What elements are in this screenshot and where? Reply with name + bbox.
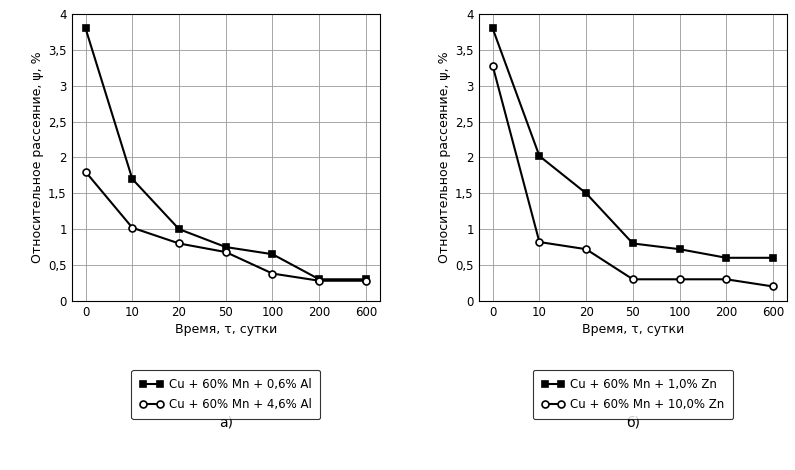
Cu + 60% Mn + 4,6% Al <box>221 249 231 255</box>
Cu + 60% Mn + 4,6% Al <box>361 278 370 283</box>
Cu + 60% Mn + 10,0% Zn <box>675 276 684 282</box>
Cu + 60% Mn + 0,6% Al <box>221 244 231 250</box>
Cu + 60% Mn + 4,6% Al <box>315 278 324 283</box>
Cu + 60% Mn + 10,0% Zn <box>628 276 638 282</box>
Line: Cu + 60% Mn + 1,0% Zn: Cu + 60% Mn + 1,0% Zn <box>489 25 777 261</box>
X-axis label: Время, τ, сутки: Время, τ, сутки <box>582 323 684 336</box>
Cu + 60% Mn + 1,0% Zn <box>768 255 778 260</box>
Cu + 60% Mn + 10,0% Zn <box>488 63 498 69</box>
Line: Cu + 60% Mn + 4,6% Al: Cu + 60% Mn + 4,6% Al <box>82 168 370 284</box>
Cu + 60% Mn + 0,6% Al <box>268 251 277 257</box>
Cu + 60% Mn + 0,6% Al <box>361 276 370 282</box>
Cu + 60% Mn + 1,0% Zn <box>675 246 684 252</box>
Cu + 60% Mn + 1,0% Zn <box>534 153 544 159</box>
Cu + 60% Mn + 10,0% Zn <box>534 239 544 245</box>
Cu + 60% Mn + 1,0% Zn <box>722 255 731 260</box>
Cu + 60% Mn + 10,0% Zn <box>722 276 731 282</box>
Cu + 60% Mn + 0,6% Al <box>174 227 184 232</box>
Cu + 60% Mn + 10,0% Zn <box>768 283 778 289</box>
Text: а): а) <box>219 415 233 430</box>
Cu + 60% Mn + 0,6% Al <box>315 276 324 282</box>
Cu + 60% Mn + 1,0% Zn <box>581 190 591 196</box>
Y-axis label: Относительное рассеяние, ψ, %: Относительное рассеяние, ψ, % <box>438 52 451 263</box>
Cu + 60% Mn + 1,0% Zn <box>488 26 498 31</box>
Cu + 60% Mn + 0,6% Al <box>81 26 91 31</box>
X-axis label: Время, τ, сутки: Время, τ, сутки <box>175 323 277 336</box>
Text: б): б) <box>626 415 640 430</box>
Cu + 60% Mn + 4,6% Al <box>268 271 277 276</box>
Legend: Cu + 60% Mn + 0,6% Al, Cu + 60% Mn + 4,6% Al: Cu + 60% Mn + 0,6% Al, Cu + 60% Mn + 4,6… <box>131 370 320 419</box>
Cu + 60% Mn + 10,0% Zn <box>581 246 591 252</box>
Cu + 60% Mn + 4,6% Al <box>174 241 184 246</box>
Cu + 60% Mn + 4,6% Al <box>127 225 137 230</box>
Cu + 60% Mn + 0,6% Al <box>127 176 137 182</box>
Legend: Cu + 60% Mn + 1,0% Zn, Cu + 60% Mn + 10,0% Zn: Cu + 60% Mn + 1,0% Zn, Cu + 60% Mn + 10,… <box>533 370 733 419</box>
Cu + 60% Mn + 4,6% Al <box>81 169 91 175</box>
Line: Cu + 60% Mn + 0,6% Al: Cu + 60% Mn + 0,6% Al <box>82 25 370 283</box>
Line: Cu + 60% Mn + 10,0% Zn: Cu + 60% Mn + 10,0% Zn <box>489 62 777 290</box>
Y-axis label: Относительное рассеяние, ψ, %: Относительное рассеяние, ψ, % <box>31 52 44 263</box>
Cu + 60% Mn + 1,0% Zn <box>628 241 638 246</box>
